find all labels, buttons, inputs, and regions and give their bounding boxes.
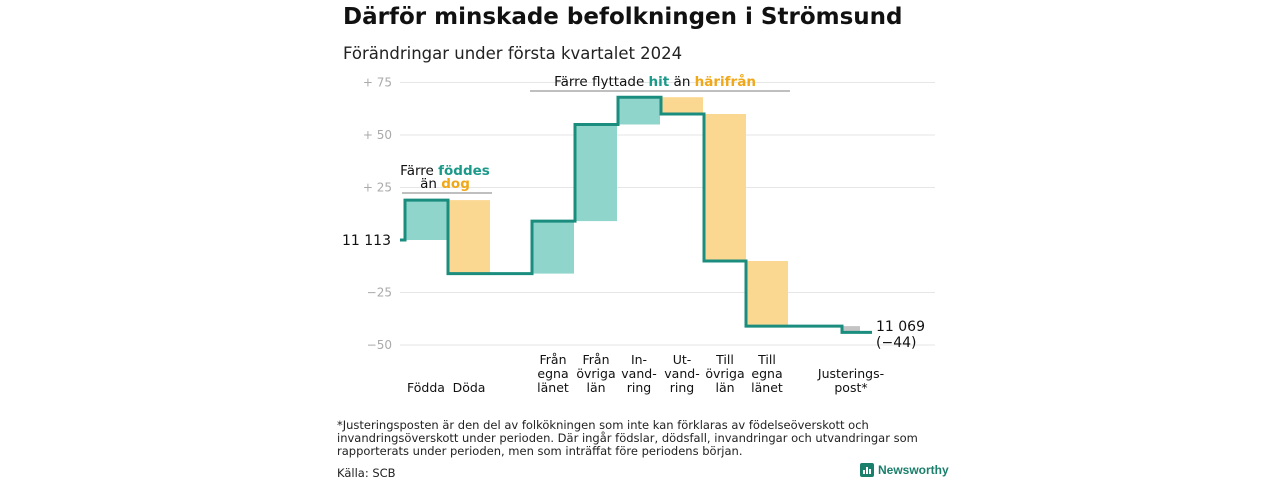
x-label-5-0: Ut- xyxy=(673,352,692,367)
annotation-births-line1-part-0: Färre xyxy=(400,163,438,179)
bar-7 xyxy=(746,261,788,327)
y-tick-label-2: + 25 xyxy=(363,181,392,195)
newsworthy-logo-icon xyxy=(860,463,874,477)
x-label-8-1: post* xyxy=(834,380,867,395)
newsworthy-logo: Newsworthy xyxy=(860,463,949,477)
x-label-4-0: In- xyxy=(631,352,647,367)
annotation-migration-part-1: hit xyxy=(649,74,670,90)
annotation-migration: Färre flyttade hit än härifrån xyxy=(554,73,756,90)
bar-1 xyxy=(448,200,490,274)
x-label-6-0: Till xyxy=(715,352,734,367)
x-label-2-2: länet xyxy=(537,380,569,395)
x-label-6-2: län xyxy=(715,380,734,395)
annotation-births-line2-part-1: dog xyxy=(441,176,470,192)
chart-title: Därför minskade befolkningen i Strömsund xyxy=(343,4,903,30)
bar-8 xyxy=(842,326,860,333)
x-label-7-2: länet xyxy=(751,380,783,395)
annotation-migration-part-2: än xyxy=(669,74,694,90)
start-value-label: 11 113 xyxy=(342,233,391,249)
x-label-7-1: egna xyxy=(751,366,782,381)
x-label-5-1: vand- xyxy=(664,366,699,381)
y-tick-label-3: −25 xyxy=(367,286,392,300)
annotation-births-line2-part-0: än xyxy=(420,176,441,192)
x-label-8-0: Justerings- xyxy=(817,366,884,381)
footnote: *Justeringsposten är den del av folkökni… xyxy=(337,418,918,458)
bar-2 xyxy=(532,221,574,274)
bar-3 xyxy=(575,124,617,222)
step-line xyxy=(400,95,872,334)
bar-6 xyxy=(704,114,746,261)
annotation-migration-part-0: Färre flyttade xyxy=(554,74,648,90)
end-value-label-1: (−44) xyxy=(876,335,916,351)
x-label-4-1: vand- xyxy=(621,366,656,381)
y-tick-label-0: + 75 xyxy=(363,76,392,90)
x-label-3-1: övriga xyxy=(576,366,615,381)
annotation-births-line2: än dog xyxy=(420,176,470,192)
x-label-7-0: Till xyxy=(757,352,776,367)
newsworthy-logo-text: Newsworthy xyxy=(878,463,949,477)
annotation-migration-part-3: härifrån xyxy=(695,73,756,90)
x-label-3-0: Från xyxy=(582,352,609,367)
x-label-1-0: Döda xyxy=(453,380,486,395)
x-label-6-1: övriga xyxy=(705,366,744,381)
annotation-births-line1: Färre föddes xyxy=(400,163,490,179)
x-label-5-2: ring xyxy=(670,380,694,395)
x-label-2-0: Från xyxy=(539,352,566,367)
source-label: Källa: SCB xyxy=(337,466,396,480)
x-label-2-1: egna xyxy=(537,366,568,381)
y-tick-label-4: −50 xyxy=(367,338,392,352)
chart-subtitle: Förändringar under första kvartalet 2024 xyxy=(343,44,683,63)
bar-0 xyxy=(405,200,447,240)
y-tick-label-1: + 50 xyxy=(363,128,392,142)
end-value-label-0: 11 069 xyxy=(876,319,925,335)
annotation-births-line1-part-1: föddes xyxy=(438,163,490,179)
bar-5 xyxy=(661,97,703,114)
bar-4 xyxy=(618,97,660,125)
x-label-4-2: ring xyxy=(627,380,651,395)
waterfall-chart: + 75 + 50 + 25 −25 −50 11 113 11 069(−44) Födda… xyxy=(342,73,935,395)
x-label-0-0: Födda xyxy=(407,380,445,395)
x-label-3-2: län xyxy=(586,380,605,395)
